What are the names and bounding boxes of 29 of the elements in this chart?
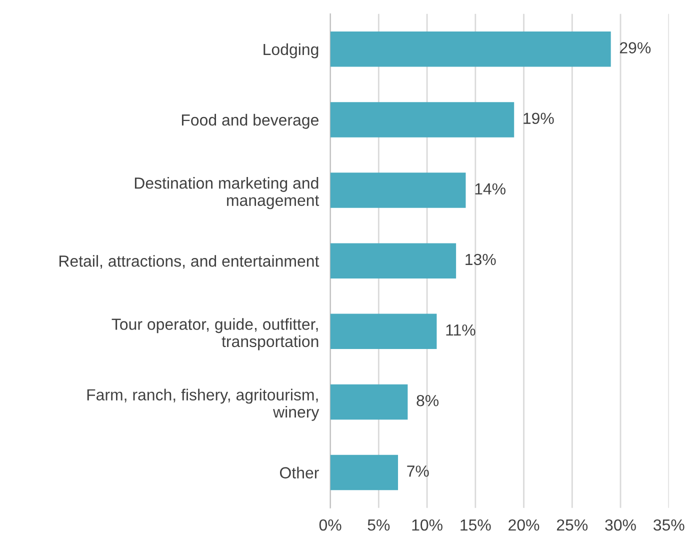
x-tick-label: 0% (319, 519, 342, 531)
y-tick-label: Destination marketing and management (134, 177, 320, 210)
bar (330, 172, 466, 208)
x-tick-label: 30% (605, 519, 636, 531)
data-label: 8% (416, 394, 439, 406)
data-label: 19% (524, 112, 554, 124)
bar (330, 454, 398, 490)
y-tick-label: Farm, ranch, fishery, agritourism, winery (87, 388, 320, 421)
x-tick-label: 15% (460, 519, 491, 531)
bar (330, 314, 437, 350)
data-label: 7% (407, 466, 429, 477)
data-label: 13% (466, 254, 496, 266)
y-tick-label: Retail, attractions, and entertainment (59, 255, 320, 269)
bar (330, 102, 514, 138)
x-tick-label: 25% (556, 519, 588, 531)
x-tick-label: 20% (508, 519, 540, 531)
y-tick-label: Other (280, 466, 319, 478)
x-tick-label: 35% (654, 519, 684, 531)
x-tick-label: 5% (368, 519, 390, 531)
x-tick-label: 10% (412, 519, 442, 531)
bar (330, 243, 456, 278)
data-label: 11% (446, 324, 476, 336)
bar (330, 32, 611, 67)
y-tick-label: Tour operator, guide, outfitter, transportation (112, 318, 318, 350)
bar (330, 384, 408, 420)
y-tick-label: Lodging (264, 43, 318, 58)
data-label: 14% (475, 183, 506, 195)
y-tick-label: Food and beverage (182, 114, 318, 129)
data-label: 29% (620, 42, 651, 54)
